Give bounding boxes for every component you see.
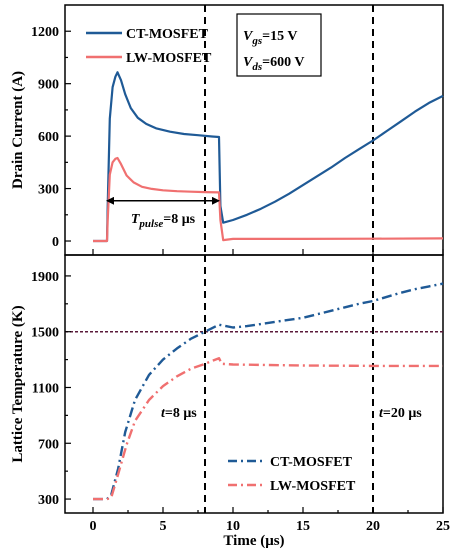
time-x-axis-label: Time (μs) [223, 533, 284, 549]
vgs-label: Vgs=15 V [243, 29, 297, 47]
pulse-width-annotation: Tpulse=8 μs [106, 196, 220, 230]
temperature-y-axis-label: Lattice Temperature (K) [10, 305, 26, 462]
current-legend: CT-MOSFET LW-MOSFET [86, 27, 212, 66]
x-tick-label: 15 [296, 519, 310, 534]
current-series [93, 71, 444, 243]
legend-label-ct: CT-MOSFET [126, 27, 209, 42]
y-tick-label: 600 [38, 130, 59, 145]
series-line-temp-ct-mosfet [93, 282, 444, 501]
legend-label-lw: LW-MOSFET [126, 51, 212, 66]
time-label-20us: t=20 μs [379, 406, 422, 421]
y-tick-label: 1200 [31, 25, 59, 40]
pulse-width-label: Tpulse=8 μs [131, 212, 196, 230]
bias-condition-box: Vgs=15 V Vds=600 V [236, 13, 322, 77]
temperature-series [93, 282, 444, 501]
series-line-lw-mosfet [93, 156, 444, 243]
x-tick-label: 10 [226, 519, 240, 534]
x-tick-label: 5 [160, 519, 167, 534]
vds-label: Vds=600 V [243, 55, 304, 73]
time-x-ticks: 0 5 10 15 20 25 [90, 249, 450, 534]
y-tick-label: 300 [38, 183, 59, 198]
y-tick-label: 1500 [31, 326, 59, 341]
x-tick-label: 0 [90, 519, 97, 534]
legend-label-lw-temp: LW-MOSFET [270, 479, 356, 494]
x-tick-label: 20 [366, 519, 380, 534]
legend-label-ct-temp: CT-MOSFET [270, 455, 353, 470]
temperature-panel: 300 700 1100 1500 1900 0 5 10 15 20 25 Lattice Te… [10, 249, 450, 549]
y-tick-label: 700 [38, 437, 59, 452]
temperature-legend: CT-MOSFET LW-MOSFET [228, 455, 356, 494]
y-tick-label: 1100 [32, 381, 59, 396]
current-panel: 0 300 600 900 1200 Drain Current (A) CT-MOSF… [10, 4, 444, 256]
y-tick-label: 900 [38, 78, 59, 93]
series-line-temp-lw-mosfet [93, 357, 443, 501]
temperature-reference-lines [65, 255, 443, 513]
temperature-y-ticks: 300 700 1100 1500 1900 [31, 270, 71, 508]
current-y-axis-label: Drain Current (A) [10, 71, 26, 189]
current-y-ticks: 0 300 600 900 1200 [31, 25, 71, 250]
time-label-8us: t=8 μs [161, 406, 197, 421]
y-tick-label: 300 [38, 493, 59, 508]
current-vlines [204, 5, 374, 255]
x-tick-label: 25 [436, 519, 450, 534]
temperature-plot-frame [64, 254, 444, 514]
series-line-ct-mosfet [93, 71, 444, 243]
y-tick-label: 0 [52, 235, 59, 250]
y-tick-label: 1900 [31, 270, 59, 285]
